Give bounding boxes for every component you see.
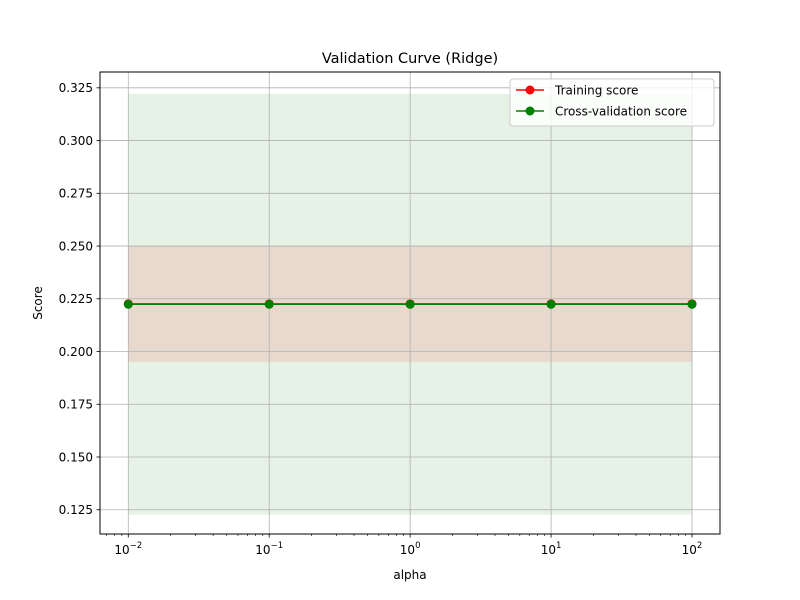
plot-area (99, 71, 721, 535)
legend-label-cross-validation: Cross-validation score (555, 105, 687, 119)
y-tick-label: 0.300 (59, 134, 93, 148)
x-tick-label: 10−1 (255, 541, 283, 557)
y-tick-label: 0.275 (59, 187, 93, 201)
x-axis: 10−2 10−1 100 101 102 (106, 534, 702, 557)
y-tick-label: 0.250 (59, 239, 93, 253)
y-tick-label: 0.225 (59, 292, 93, 306)
legend-marker-cross-validation (525, 106, 535, 116)
legend-label-training: Training score (554, 84, 638, 98)
data-point-cross-validation (264, 299, 274, 309)
x-axis-label: alpha (393, 568, 426, 582)
y-tick-label: 0.150 (59, 450, 93, 464)
data-point-cross-validation (123, 299, 133, 309)
legend: Training score Cross-validation score (509, 78, 715, 127)
chart-title: Validation Curve (Ridge) (322, 51, 498, 67)
y-axis: 0.125 0.150 0.175 0.200 0.225 0.250 0.275 0.300… (59, 81, 100, 517)
y-tick-label: 0.325 (59, 81, 93, 95)
x-tick-label: 102 (682, 541, 703, 557)
x-tick-label: 100 (400, 541, 421, 557)
data-point-cross-validation (687, 299, 697, 309)
data-point-cross-validation (546, 299, 556, 309)
series-lines (123, 299, 697, 309)
y-tick-label: 0.200 (59, 345, 93, 359)
legend-marker-training (525, 85, 535, 95)
x-tick-label: 101 (541, 541, 562, 557)
legend-box (509, 78, 715, 127)
y-tick-label: 0.125 (59, 503, 93, 517)
y-tick-label: 0.175 (59, 398, 93, 412)
data-point-cross-validation (405, 299, 415, 309)
y-axis-label: Score (31, 286, 45, 320)
x-tick-label: 10−2 (114, 541, 142, 557)
